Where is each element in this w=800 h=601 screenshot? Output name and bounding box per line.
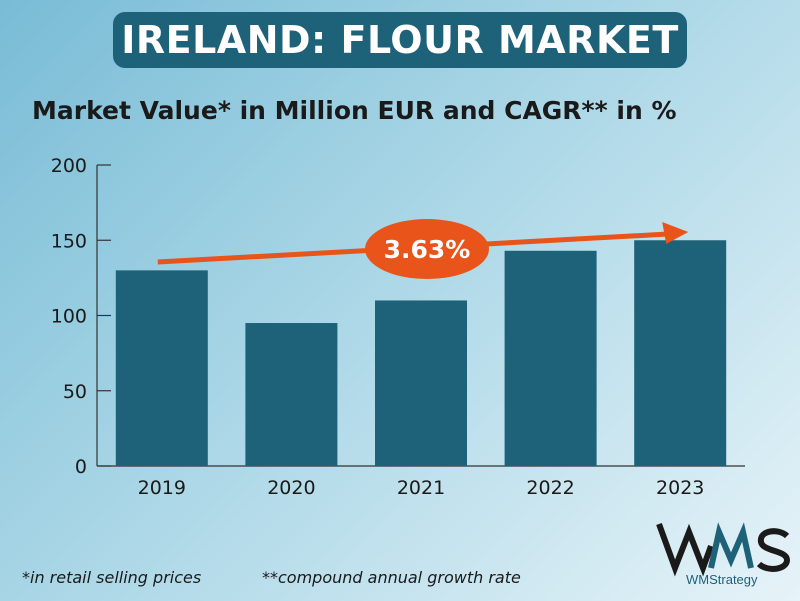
cagr-badge bbox=[365, 219, 489, 279]
chart-subtitle: Market Value* in Million EUR and CAGR** … bbox=[32, 96, 677, 125]
x-tick-label: 2020 bbox=[267, 477, 315, 499]
page-title: IRELAND: FLOUR MARKET bbox=[113, 12, 687, 68]
x-tick-label: 2021 bbox=[397, 477, 445, 499]
y-axis: 0 50 100 150 200 bbox=[51, 155, 111, 478]
wms-logo bbox=[656, 522, 791, 577]
y-tick-label: 50 bbox=[63, 381, 87, 403]
x-axis: 2019 2020 2021 2022 2023 bbox=[97, 465, 745, 499]
bar-2020 bbox=[245, 323, 338, 466]
bar-2023 bbox=[634, 240, 727, 466]
bar-2019 bbox=[115, 270, 208, 466]
y-tick-label: 150 bbox=[51, 230, 87, 252]
cagr-arrow-head bbox=[662, 222, 689, 244]
x-tick-label: 2019 bbox=[138, 477, 186, 499]
y-tick-label: 0 bbox=[75, 456, 87, 478]
bar-2022 bbox=[504, 250, 597, 466]
x-tick-label: 2022 bbox=[526, 477, 574, 499]
x-tick-label: 2023 bbox=[656, 477, 704, 499]
y-tick-label: 100 bbox=[51, 306, 87, 328]
y-tick-label: 200 bbox=[51, 155, 87, 177]
wms-logo-text: WMStrategy bbox=[686, 572, 758, 587]
page-title-text: IRELAND: FLOUR MARKET bbox=[121, 18, 679, 62]
bar-series bbox=[115, 240, 727, 466]
footnote-retail: *in retail selling prices bbox=[22, 568, 202, 587]
cagr-annotation: 3.63% bbox=[157, 219, 689, 279]
footnote-cagr: **compound annual growth rate bbox=[262, 568, 521, 587]
bar-2021 bbox=[375, 300, 467, 466]
cagr-label: 3.63% bbox=[384, 235, 471, 264]
